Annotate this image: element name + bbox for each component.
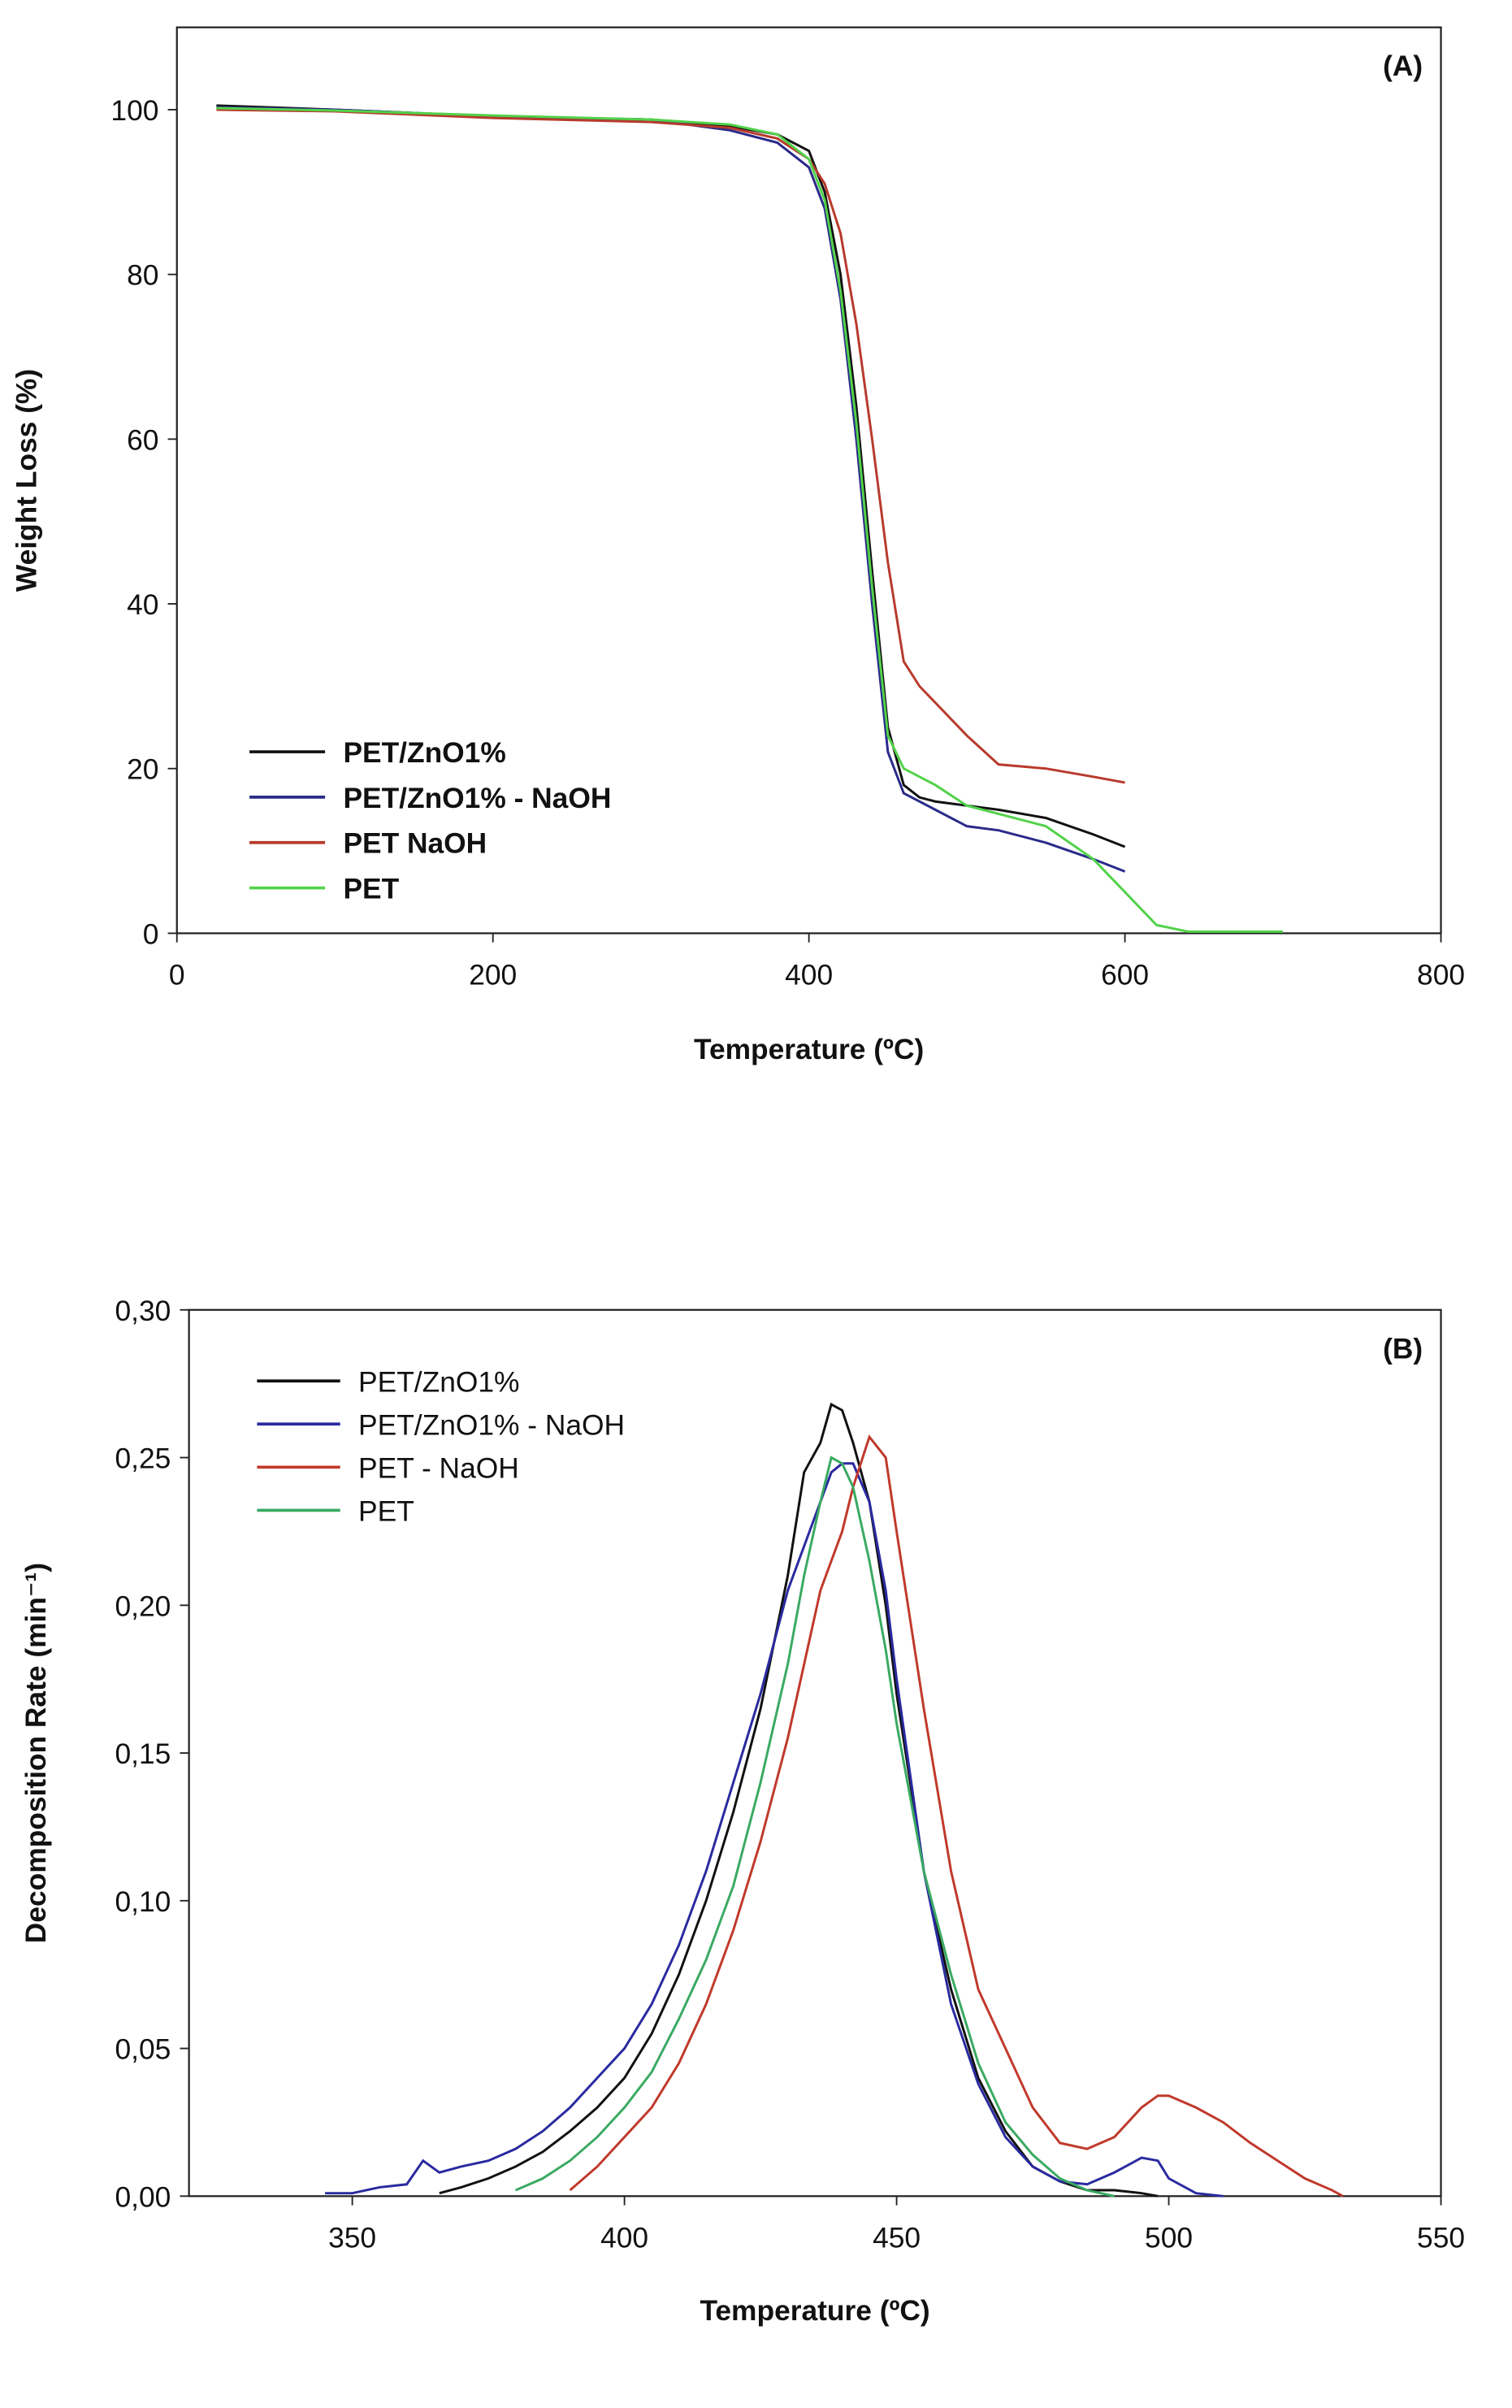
y-tick-label: 0 [143,918,159,950]
legend-label: PET/ZnO1% [358,1366,519,1398]
data-line [216,108,1125,784]
x-tick-label: 0 [169,960,185,991]
data-line [216,106,1284,933]
y-tick-label: 0,10 [115,1886,171,1918]
y-tick-label: 40 [127,589,158,621]
x-tick-label: 200 [469,960,517,991]
legend-label: PET/ZnO1% - NaOH [358,1409,625,1441]
x-tick-label: 600 [1101,960,1149,991]
data-line [325,1462,1224,2198]
legend-label: PET [358,1495,414,1527]
panel-annotation: (B) [1383,1333,1423,1365]
legend-label: PET NaOH [343,828,487,860]
data-line [216,104,1126,848]
x-tick-label: 450 [873,2223,921,2254]
y-tick-label: 0,15 [115,1738,171,1770]
y-tick-label: 60 [127,424,158,456]
y-tick-label: 0,05 [115,2034,171,2066]
data-line [569,1434,1344,2198]
y-axis-label: Decomposition Rate (min⁻¹) [20,1563,52,1943]
plot-frame [188,1308,1442,2198]
legend-label: PET - NaOH [358,1452,519,1484]
x-tick-label: 400 [785,960,833,991]
y-axis-label: Weight Loss (%) [11,369,43,592]
x-axis-label: Temperature (ºC) [700,2295,929,2327]
legend-label: PET [343,874,399,905]
y-tick-label: 100 [110,95,158,127]
y-tick-label: 0,25 [115,1443,171,1475]
y-tick-label: 0,20 [115,1590,171,1622]
y-tick-label: 0,30 [115,1295,171,1327]
legend-label: PET/ZnO1% - NaOH [343,783,611,814]
x-tick-label: 350 [328,2223,376,2254]
x-tick-label: 550 [1417,2223,1465,2254]
y-tick-label: 20 [127,754,158,786]
legend-label: PET/ZnO1% [343,737,505,769]
x-tick-label: 800 [1417,960,1465,991]
y-tick-label: 0,00 [115,2181,171,2213]
panel-annotation: (A) [1383,50,1423,82]
data-line [439,1402,1159,2198]
x-axis-label: Temperature (ºC) [694,1034,924,1065]
y-tick-label: 80 [127,260,158,292]
x-tick-label: 400 [600,2223,648,2254]
x-tick-label: 500 [1145,2223,1193,2254]
data-line [515,1456,1115,2198]
